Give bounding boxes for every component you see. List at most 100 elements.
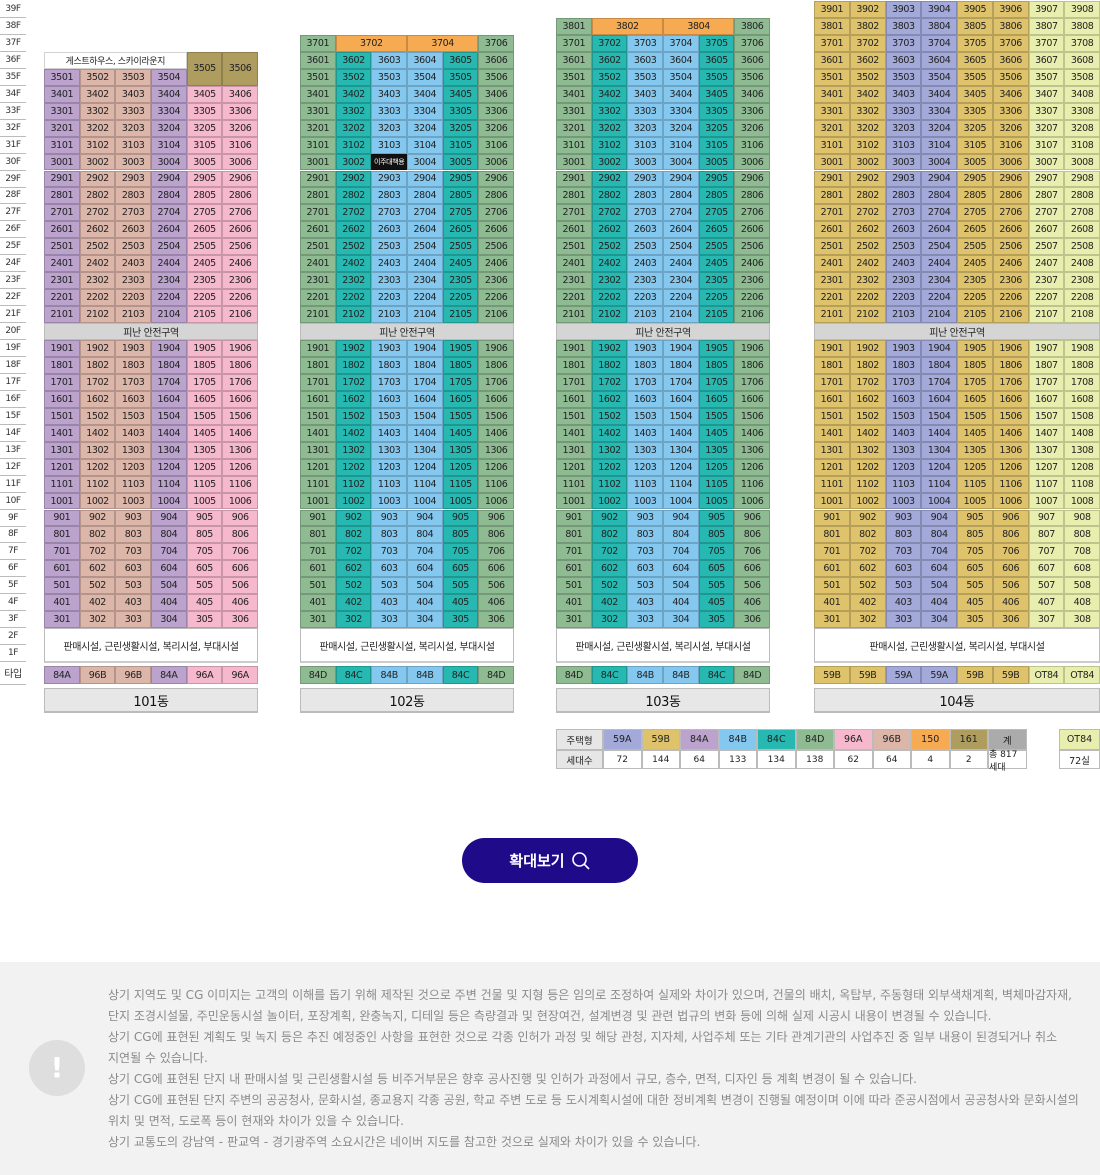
unit-cell[interactable]: 304 bbox=[151, 611, 187, 629]
unit-cell[interactable]: 704 bbox=[407, 543, 443, 561]
unit-cell[interactable]: 604 bbox=[663, 560, 699, 578]
unit-cell[interactable]: 1804 bbox=[407, 356, 443, 374]
unit-cell[interactable]: 3201 bbox=[814, 119, 850, 137]
unit-cell[interactable]: 1305 bbox=[186, 441, 223, 459]
unit-cell[interactable]: 3006 bbox=[734, 153, 770, 171]
unit-cell[interactable]: 3704 bbox=[663, 34, 699, 52]
unit-cell[interactable]: 2905 bbox=[698, 170, 735, 188]
unit-cell[interactable]: 704 bbox=[151, 543, 187, 561]
unit-cell[interactable]: 3104 bbox=[407, 136, 443, 154]
unit-cell[interactable]: 2105 bbox=[698, 306, 735, 324]
unit-cell[interactable]: 806 bbox=[734, 526, 770, 544]
unit-cell[interactable]: 2706 bbox=[992, 204, 1029, 222]
unit-cell[interactable]: 3502 bbox=[849, 68, 886, 86]
unit-cell[interactable]: 1904 bbox=[663, 340, 699, 357]
unit-cell[interactable]: 3505 bbox=[186, 51, 223, 86]
unit-cell[interactable]: 3304 bbox=[407, 102, 443, 120]
unit-cell[interactable]: 3501 bbox=[814, 68, 850, 86]
unit-cell[interactable]: 1406 bbox=[222, 424, 258, 442]
unit-cell[interactable]: 506 bbox=[734, 577, 770, 595]
unit-cell[interactable]: 403 bbox=[885, 594, 922, 612]
unit-cell[interactable]: 901 bbox=[300, 509, 336, 527]
unit-cell[interactable]: 808 bbox=[1064, 526, 1100, 544]
unit-cell[interactable]: 1401 bbox=[44, 424, 80, 442]
unit-cell[interactable]: 3204 bbox=[663, 119, 699, 137]
unit-cell[interactable]: 2207 bbox=[1028, 289, 1065, 307]
unit-cell[interactable]: 3408 bbox=[1064, 85, 1100, 103]
unit-cell[interactable]: 2204 bbox=[407, 289, 443, 307]
unit-cell[interactable]: 301 bbox=[44, 611, 80, 629]
unit-cell[interactable]: 2304 bbox=[663, 272, 699, 290]
unit-cell[interactable]: 1708 bbox=[1064, 373, 1100, 391]
unit-cell[interactable]: 2502 bbox=[591, 238, 628, 256]
unit-cell[interactable]: 3602 bbox=[591, 51, 628, 69]
unit-cell[interactable]: 3705 bbox=[957, 34, 993, 52]
unit-cell[interactable]: 501 bbox=[300, 577, 336, 595]
unit-cell[interactable]: 502 bbox=[849, 577, 886, 595]
unit-cell[interactable]: 803 bbox=[115, 526, 151, 544]
unit-cell[interactable]: 2402 bbox=[79, 255, 116, 273]
unit-cell[interactable]: 3005 bbox=[186, 153, 223, 171]
unit-cell[interactable]: 3401 bbox=[556, 85, 592, 103]
unit-cell[interactable]: 3105 bbox=[442, 136, 479, 154]
unit-cell[interactable]: 3402 bbox=[849, 85, 886, 103]
unit-cell[interactable]: 1102 bbox=[849, 475, 886, 493]
unit-cell[interactable]: 1204 bbox=[407, 458, 443, 476]
unit-cell[interactable]: 2501 bbox=[300, 238, 336, 256]
unit-cell[interactable]: 2502 bbox=[849, 238, 886, 256]
unit-cell[interactable]: 1201 bbox=[556, 458, 592, 476]
unit-cell[interactable]: 3406 bbox=[478, 85, 514, 103]
unit-cell[interactable]: 902 bbox=[79, 509, 116, 527]
unit-cell[interactable]: 2702 bbox=[849, 204, 886, 222]
unit-cell[interactable]: 1001 bbox=[44, 492, 80, 510]
unit-cell[interactable]: 3207 bbox=[1028, 119, 1065, 137]
unit-cell[interactable]: 608 bbox=[1064, 560, 1100, 578]
unit-cell[interactable]: 806 bbox=[222, 526, 258, 544]
unit-cell[interactable]: 904 bbox=[921, 509, 957, 527]
unit-cell[interactable]: 1906 bbox=[222, 340, 258, 357]
unit-cell[interactable]: 1505 bbox=[442, 407, 479, 425]
unit-cell[interactable]: 2401 bbox=[300, 255, 336, 273]
unit-cell[interactable]: 2205 bbox=[186, 289, 223, 307]
unit-cell[interactable]: 2901 bbox=[556, 170, 592, 188]
unit-cell[interactable]: 1706 bbox=[478, 373, 514, 391]
unit-cell[interactable]: 2104 bbox=[663, 306, 699, 324]
unit-cell[interactable]: 3004 bbox=[663, 153, 699, 171]
unit-cell[interactable]: 1406 bbox=[734, 424, 770, 442]
unit-cell[interactable]: 708 bbox=[1064, 543, 1100, 561]
unit-cell[interactable]: 2802 bbox=[335, 187, 372, 205]
unit-cell[interactable]: 1602 bbox=[335, 390, 372, 408]
unit-cell[interactable]: 902 bbox=[849, 509, 886, 527]
unit-cell[interactable]: 406 bbox=[478, 594, 514, 612]
unit-cell[interactable]: 3306 bbox=[222, 102, 258, 120]
unit-cell[interactable]: 805 bbox=[186, 526, 223, 544]
unit-cell[interactable]: 1106 bbox=[478, 475, 514, 493]
unit-cell[interactable]: 2206 bbox=[222, 289, 258, 307]
unit-cell[interactable]: 307 bbox=[1028, 611, 1065, 629]
unit-cell[interactable]: 2306 bbox=[992, 272, 1029, 290]
unit-cell[interactable]: 2301 bbox=[556, 272, 592, 290]
unit-cell[interactable]: 1203 bbox=[885, 458, 922, 476]
unit-cell[interactable]: 2301 bbox=[300, 272, 336, 290]
unit-cell[interactable]: 1405 bbox=[442, 424, 479, 442]
unit-cell[interactable]: 504 bbox=[151, 577, 187, 595]
unit-cell[interactable]: 1303 bbox=[627, 441, 663, 459]
unit-cell[interactable]: 3001 bbox=[814, 153, 850, 171]
unit-cell[interactable]: 3405 bbox=[186, 85, 223, 103]
unit-cell[interactable]: 502 bbox=[79, 577, 116, 595]
unit-cell[interactable]: 3707 bbox=[1028, 34, 1065, 52]
unit-cell[interactable]: 2802 bbox=[79, 187, 116, 205]
unit-cell[interactable]: 3607 bbox=[1028, 51, 1065, 69]
unit-cell[interactable]: 1204 bbox=[921, 458, 957, 476]
unit-cell[interactable]: 2606 bbox=[478, 221, 514, 239]
unit-cell[interactable]: 2201 bbox=[556, 289, 592, 307]
unit-cell[interactable]: 1502 bbox=[849, 407, 886, 425]
unit-cell[interactable]: 1902 bbox=[335, 340, 372, 357]
unit-cell[interactable]: 3905 bbox=[957, 1, 993, 18]
unit-cell[interactable]: 2505 bbox=[698, 238, 735, 256]
unit-cell[interactable]: 3501 bbox=[44, 68, 80, 86]
unit-cell[interactable]: 2404 bbox=[921, 255, 957, 273]
unit-cell[interactable]: 1702 bbox=[79, 373, 116, 391]
unit-cell[interactable]: 1808 bbox=[1064, 356, 1100, 374]
unit-cell[interactable]: 603 bbox=[627, 560, 663, 578]
